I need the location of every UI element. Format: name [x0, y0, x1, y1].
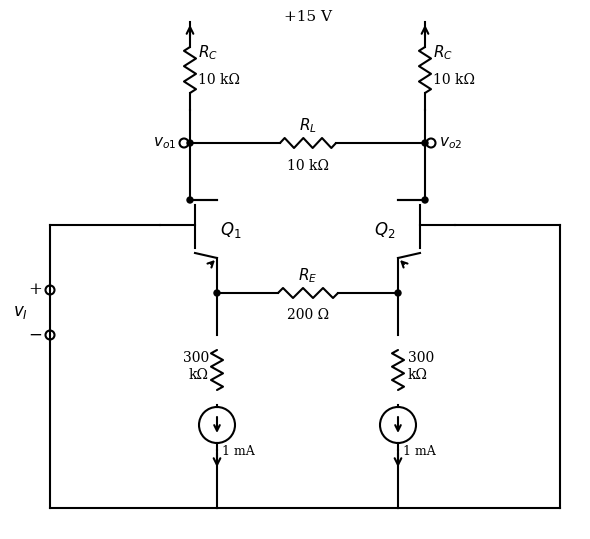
Text: 300: 300 — [408, 351, 434, 365]
Text: kΩ: kΩ — [408, 368, 428, 382]
Text: $R_E$: $R_E$ — [299, 266, 317, 285]
Text: 1 mA: 1 mA — [403, 445, 436, 458]
Text: 200 Ω: 200 Ω — [287, 308, 329, 322]
Text: 10 kΩ: 10 kΩ — [433, 73, 475, 87]
Text: $R_C$: $R_C$ — [433, 44, 453, 63]
Text: $Q_1$: $Q_1$ — [220, 220, 241, 240]
Circle shape — [187, 140, 193, 146]
Text: $R_L$: $R_L$ — [299, 116, 317, 135]
Text: 10 kΩ: 10 kΩ — [198, 73, 240, 87]
Circle shape — [395, 290, 401, 296]
Text: $v_I$: $v_I$ — [13, 304, 28, 321]
Text: 10 kΩ: 10 kΩ — [287, 159, 329, 173]
Text: $Q_2$: $Q_2$ — [373, 220, 395, 240]
Text: 1 mA: 1 mA — [222, 445, 255, 458]
Text: $v_{o2}$: $v_{o2}$ — [439, 135, 462, 151]
Circle shape — [422, 140, 428, 146]
Circle shape — [422, 197, 428, 203]
Text: $v_{o1}$: $v_{o1}$ — [153, 135, 176, 151]
Text: $R_C$: $R_C$ — [198, 44, 218, 63]
Circle shape — [214, 290, 220, 296]
Text: −: − — [28, 327, 42, 343]
Text: kΩ: kΩ — [189, 368, 209, 382]
Text: +: + — [28, 281, 42, 299]
Circle shape — [187, 197, 193, 203]
Text: 300: 300 — [183, 351, 209, 365]
Text: +15 V: +15 V — [284, 10, 332, 24]
